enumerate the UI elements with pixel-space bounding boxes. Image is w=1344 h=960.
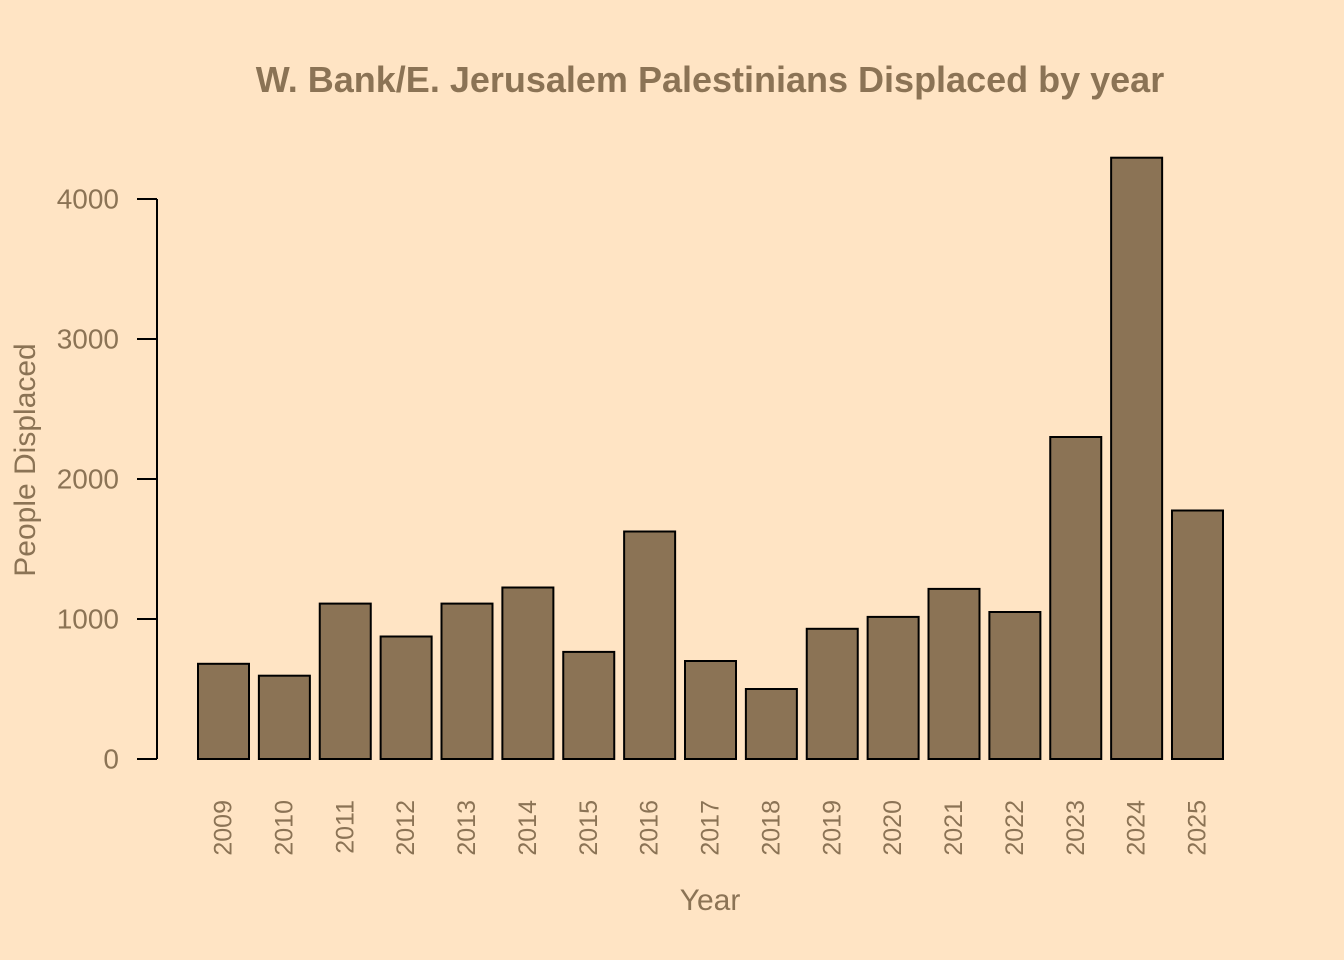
x-tick-label: 2020 bbox=[879, 800, 907, 856]
y-tick-label: 2000 bbox=[57, 464, 119, 495]
bar-2025 bbox=[1171, 509, 1224, 760]
x-tick-label: 2025 bbox=[1184, 800, 1212, 856]
bar-2023 bbox=[1049, 436, 1103, 760]
x-tick-label: 2014 bbox=[514, 800, 542, 856]
x-tick-label: 2024 bbox=[1123, 800, 1151, 856]
x-tick-label: 2011 bbox=[331, 800, 359, 854]
bar-2024 bbox=[1110, 156, 1164, 760]
bar-2011 bbox=[318, 602, 372, 760]
x-tick-label: 2016 bbox=[636, 800, 664, 856]
bar-2015 bbox=[562, 650, 616, 761]
bar-2014 bbox=[501, 586, 555, 760]
y-axis-label: People Displaced bbox=[9, 343, 42, 576]
y-tick-label: 3000 bbox=[57, 324, 119, 355]
x-tick-label: 2022 bbox=[1001, 800, 1029, 856]
x-tick-labels: 2009 2010 2011 2012 2013 2014 2015 2016 2017 2018… bbox=[210, 800, 1212, 856]
bar-2013 bbox=[440, 602, 494, 760]
y-axis: 0 1000 2000 3000 4000 bbox=[57, 184, 158, 775]
bar-2021 bbox=[927, 587, 981, 761]
y-tick-label: 4000 bbox=[57, 184, 119, 215]
bar-2009 bbox=[197, 662, 250, 760]
bar-2022 bbox=[988, 611, 1042, 760]
chart-title: W. Bank/E. Jerusalem Palestinians Displa… bbox=[256, 59, 1164, 100]
x-tick-label: 2017 bbox=[697, 800, 725, 856]
bar-2016 bbox=[623, 530, 677, 760]
x-axis-label: Year bbox=[680, 884, 741, 917]
x-tick-label: 2013 bbox=[453, 800, 481, 856]
x-tick-label: 2019 bbox=[818, 800, 846, 856]
bar-2017 bbox=[684, 660, 737, 760]
bar-2020 bbox=[866, 615, 920, 761]
x-tick-label: 2010 bbox=[270, 800, 298, 856]
bars-group bbox=[197, 156, 1224, 761]
bar-2012 bbox=[379, 635, 433, 760]
x-tick-label: 2009 bbox=[210, 800, 238, 856]
bar-2018 bbox=[744, 688, 798, 760]
x-tick-label: 2021 bbox=[940, 800, 968, 856]
x-tick-label: 2015 bbox=[575, 800, 603, 856]
bar-2010 bbox=[257, 674, 311, 761]
y-tick-label: 1000 bbox=[57, 604, 119, 635]
x-tick-label: 2023 bbox=[1062, 800, 1090, 856]
x-tick-label: 2012 bbox=[392, 800, 420, 856]
x-tick-label: 2018 bbox=[757, 800, 785, 856]
bar-2019 bbox=[805, 627, 859, 760]
y-tick-label: 0 bbox=[103, 744, 119, 775]
